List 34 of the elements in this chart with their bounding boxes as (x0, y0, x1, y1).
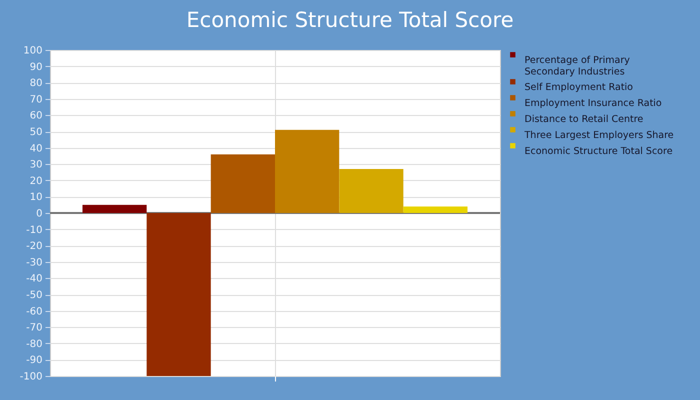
y-tick-label: -80 (26, 338, 42, 350)
y-tick-label: 10 (30, 192, 42, 204)
y-tick-label: -90 (26, 355, 42, 366)
y-tick-label: -10 (26, 224, 42, 236)
y-tick-label: -60 (26, 306, 42, 318)
bar (275, 130, 340, 213)
bar (339, 168, 404, 213)
y-tick-label: 40 (30, 143, 42, 154)
y-tick-label: 60 (30, 110, 42, 122)
y-tick-label: -20 (26, 241, 42, 252)
y-tick-label: 30 (30, 160, 42, 171)
y-tick-label: 80 (30, 78, 42, 90)
y-tick-label: -50 (26, 290, 42, 301)
bar (146, 213, 211, 376)
legend-label: Three Largest Employers Share (524, 130, 674, 141)
y-tick-label: -100 (20, 372, 42, 382)
y-tick-label: 0 (36, 208, 42, 220)
y-tick-label: -30 (26, 257, 42, 268)
y-tick-label: 20 (30, 176, 42, 187)
y-tick-label: 70 (30, 94, 42, 106)
bar (403, 206, 468, 213)
legend-label: Percentage of Primary Secondary Industries (524, 54, 630, 78)
bar (210, 154, 275, 213)
y-tick-label: -40 (26, 274, 42, 285)
bar (82, 204, 147, 213)
legend-label: Self Employment Ratio (524, 82, 634, 93)
legend-label: Distance to Retail Centre (524, 114, 644, 125)
y-tick-label: 50 (30, 127, 42, 138)
y-tick-label: 90 (30, 62, 42, 73)
y-tick-label: 100 (23, 46, 42, 56)
chart-title: Economic Structure Total Score (186, 8, 514, 32)
legend-label: Economic Structure Total Score (524, 146, 673, 157)
legend-label: Employment Insurance Ratio (524, 98, 662, 109)
y-tick-label: -70 (26, 322, 42, 334)
